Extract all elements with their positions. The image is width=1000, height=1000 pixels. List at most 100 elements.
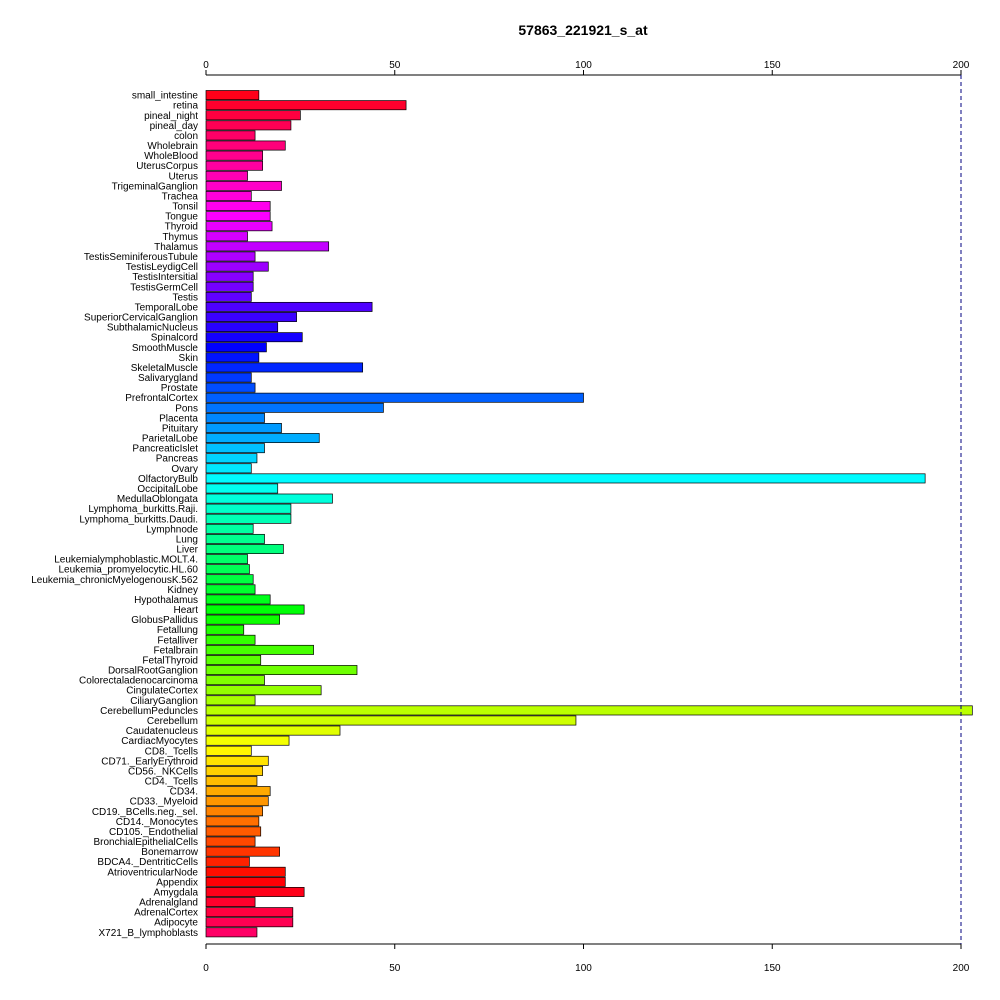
bar: [205, 170, 248, 181]
bar: [205, 907, 294, 918]
category-label: CD34.: [170, 787, 198, 798]
category-label: CD33._Myeloid: [130, 797, 198, 808]
bar: [205, 251, 256, 262]
category-label: Lymphoma_burkitts.Raji.: [88, 504, 198, 515]
category-label: Salivarygland: [138, 373, 198, 384]
bar: [205, 412, 265, 423]
bottom-x-axis: 0 50 100 150 200: [203, 943, 970, 974]
category-label: pineal_night: [144, 111, 198, 122]
category-label: Testis: [172, 292, 198, 303]
bar: [205, 180, 282, 191]
category-label: Pons: [175, 403, 198, 414]
category-label: SuperiorCervicalGanglion: [84, 313, 198, 324]
category-label: Leukemia_promyelocytic.HL.60: [58, 565, 198, 576]
category-label: CD71._EarlyErythroid: [101, 756, 198, 767]
category-label: Adrenalgland: [139, 898, 198, 909]
category-label: Lung: [176, 534, 198, 545]
bar: [205, 261, 269, 272]
tick-label: 200: [953, 963, 970, 974]
bar: [205, 241, 330, 252]
category-label: AdrenalCortex: [134, 908, 198, 919]
category-label: TestisGermCell: [130, 282, 198, 293]
bar: [205, 685, 322, 696]
category-label: SubthalamicNucleus: [107, 323, 198, 334]
bar: [205, 614, 280, 625]
category-labels-group: small_intestineretinapineal_nightpineal_…: [31, 91, 199, 939]
bar: [205, 523, 254, 534]
category-label: GlobusPallidus: [131, 615, 198, 626]
bar: [205, 90, 260, 101]
bar: [205, 806, 263, 817]
category-label: Fetalbrain: [154, 645, 198, 656]
bar: [205, 745, 252, 756]
bar: [205, 402, 384, 413]
category-label: TestisLeydigCell: [126, 262, 198, 273]
bar: [205, 201, 271, 212]
bar: [205, 826, 262, 837]
bar: [205, 443, 265, 454]
category-label: X721_B_lymphoblasts: [98, 928, 198, 939]
tick-label: 0: [203, 60, 209, 71]
category-label: BronchialEpithelialCells: [94, 837, 199, 848]
bar: [205, 715, 577, 726]
category-label: TestisIntersitial: [132, 272, 198, 283]
category-label: Pancreas: [156, 454, 198, 465]
bar: [205, 362, 364, 373]
tick-label: 50: [389, 60, 401, 71]
category-label: Heart: [174, 605, 199, 616]
bar: [205, 786, 271, 797]
category-label: Colorectaladenocarcinoma: [79, 676, 198, 687]
bars-group: [205, 90, 973, 938]
chart-title: 57863_221921_s_at: [518, 22, 648, 38]
bar: [205, 342, 267, 353]
category-label: Thyroid: [165, 222, 198, 233]
category-label: AtrioventricularNode: [107, 867, 198, 878]
category-label: Skin: [179, 353, 198, 364]
category-label: SkeletalMuscle: [131, 363, 199, 374]
bar: [205, 594, 271, 605]
category-label: Prostate: [161, 383, 199, 394]
bar: [205, 382, 256, 393]
bar: [205, 110, 301, 121]
bar: [205, 846, 280, 857]
bar: [205, 392, 584, 403]
category-label: Placenta: [159, 413, 198, 424]
bar: [205, 876, 286, 887]
category-label: TrigeminalGanglion: [112, 181, 198, 192]
category-label: OccipitalLobe: [137, 484, 198, 495]
category-label: Thalamus: [154, 242, 198, 253]
bar: [205, 473, 926, 484]
bar: [205, 624, 245, 635]
category-label: Fetallung: [157, 625, 198, 636]
bar: [205, 130, 256, 141]
bar: [205, 776, 258, 786]
bar: [205, 554, 248, 565]
category-label: Spinalcord: [151, 333, 198, 344]
bar: [205, 332, 303, 343]
category-label: CiliaryGanglion: [130, 696, 198, 707]
category-label: Lymphnode: [146, 524, 198, 535]
category-label: Tonsil: [172, 202, 198, 213]
category-label: Ovary: [171, 464, 198, 475]
category-label: Kidney: [167, 585, 198, 596]
category-label: TemporalLobe: [135, 302, 199, 313]
bar: [205, 322, 279, 333]
bar: [205, 665, 358, 676]
bar: [205, 291, 252, 302]
bar: [205, 544, 284, 554]
bar: [205, 695, 256, 706]
bar: [205, 493, 333, 504]
category-label: Lymphoma_burkitts.Daudi.: [79, 514, 198, 525]
category-label: Trachea: [162, 191, 199, 202]
category-label: MedullaOblongata: [117, 494, 199, 505]
category-label: Bonemarrow: [141, 847, 198, 858]
bar: [205, 160, 263, 171]
category-label: Thymus: [162, 232, 198, 243]
category-label: Pituitary: [162, 423, 198, 434]
category-label: CD105._Endothelial: [109, 827, 198, 838]
bar: [205, 927, 258, 938]
bar: [205, 856, 250, 867]
bar: [205, 372, 252, 383]
category-label: CingulateCortex: [126, 686, 198, 697]
category-label: Fetalliver: [157, 635, 198, 646]
